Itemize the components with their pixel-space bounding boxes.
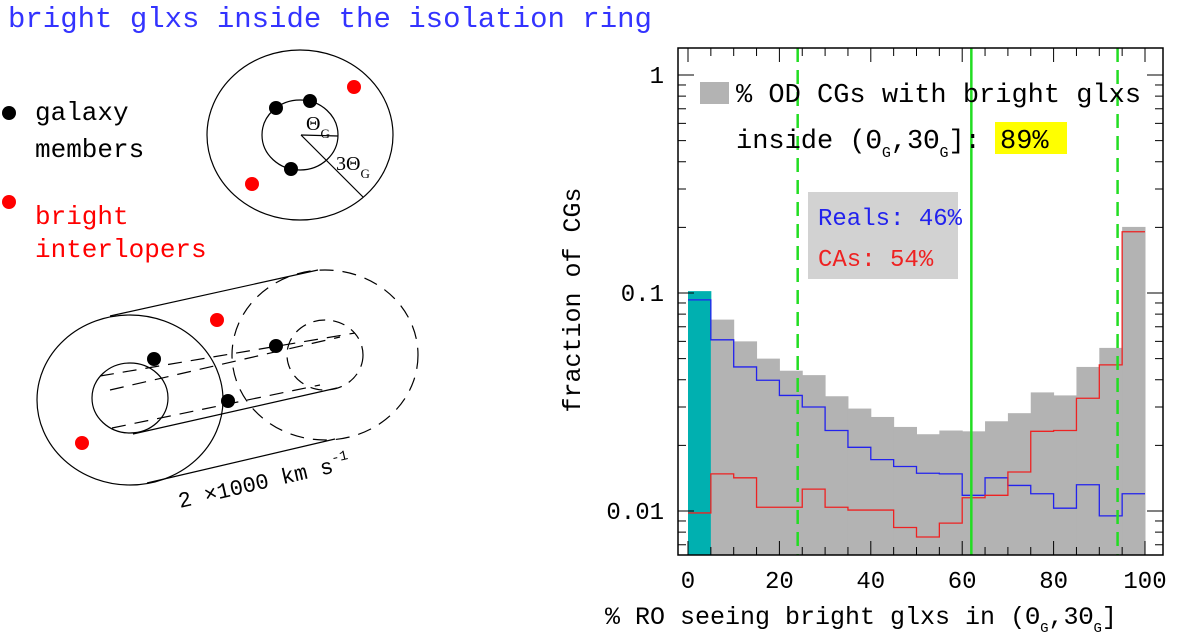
interloper-dot bbox=[347, 80, 361, 94]
inner-cylinder-axis-bottom bbox=[111, 384, 321, 429]
histogram-bar bbox=[733, 341, 758, 555]
back-inner-ring bbox=[286, 319, 364, 391]
histogram-bar bbox=[1122, 226, 1146, 555]
histogram-bar bbox=[1053, 395, 1077, 555]
cas-step-line bbox=[688, 231, 1145, 538]
interloper-dot bbox=[245, 177, 259, 191]
isolation-ring-diagram bbox=[206, 49, 394, 221]
inner-cylinder-axis-top bbox=[109, 336, 341, 391]
three-theta-radius bbox=[300, 134, 364, 198]
histogram-bar bbox=[962, 431, 986, 555]
histogram-bars bbox=[688, 226, 1146, 555]
theta-radius bbox=[300, 134, 339, 137]
x-tick-label: 60 bbox=[948, 569, 977, 596]
histogram-bar bbox=[916, 434, 940, 555]
histogram-bar bbox=[779, 370, 803, 555]
cylinder-diagram bbox=[36, 269, 419, 486]
member-dot bbox=[221, 394, 235, 408]
figure-title: bright glxs inside the isolation ring bbox=[8, 3, 652, 36]
vertical-markers bbox=[796, 48, 1119, 555]
inset-box bbox=[808, 192, 958, 279]
inset-reals: Reals: 46% bbox=[818, 206, 963, 233]
y-tick-label: 0.1 bbox=[621, 282, 664, 309]
y-axis-label: fraction of CGs bbox=[559, 187, 588, 412]
velocity-label: 2 ×1000 km s-1 bbox=[175, 448, 352, 515]
histogram-bar bbox=[756, 358, 780, 555]
histogram-chart: 0 20 40 60 80 100 1 0.1 0.01 % OD CGs with brigh… bbox=[559, 47, 1167, 637]
cylinder-points bbox=[75, 313, 283, 450]
cylinder-top-edge bbox=[109, 269, 319, 317]
diagram-legend: galaxy members bright interlopers bbox=[2, 98, 207, 265]
member-dot bbox=[147, 352, 161, 366]
histogram-bar bbox=[802, 375, 826, 555]
highlight-value: 89% bbox=[1000, 127, 1049, 157]
legend-members-line2: members bbox=[35, 135, 144, 165]
member-dot bbox=[284, 162, 298, 176]
histogram-bar bbox=[710, 319, 735, 555]
histogram-bar bbox=[847, 408, 872, 555]
member-dot-icon bbox=[2, 106, 16, 120]
x-tick-label: 80 bbox=[1039, 569, 1068, 596]
x-axis-label: % RO seeing bright glxs in (ΘG,3ΘG] bbox=[605, 603, 1117, 637]
histogram-bar bbox=[985, 421, 1009, 555]
cylinder-bottom-edge bbox=[146, 438, 336, 484]
member-dot bbox=[269, 339, 283, 353]
highlight-box bbox=[995, 122, 1067, 154]
histogram-bar bbox=[1007, 413, 1032, 555]
histogram-bar bbox=[893, 426, 917, 555]
member-dot bbox=[269, 101, 283, 115]
front-outer-ring bbox=[36, 314, 224, 486]
x-tick-label: 20 bbox=[765, 569, 794, 596]
ring-points bbox=[245, 80, 361, 191]
inner-cylinder-bottom-edge bbox=[132, 387, 338, 435]
interloper-dot bbox=[210, 313, 224, 327]
front-inner-ring bbox=[91, 362, 169, 434]
three-theta-g-label: 3ΘG bbox=[336, 153, 370, 181]
inner-ring bbox=[261, 99, 339, 171]
legend-interlopers-line1: bright bbox=[35, 202, 129, 232]
histogram-bar bbox=[825, 396, 849, 555]
outer-ring bbox=[206, 49, 394, 221]
legend-line2: inside (ΘG,3ΘG]: bbox=[736, 127, 981, 162]
x-tick-label: 40 bbox=[856, 569, 885, 596]
step-lines bbox=[688, 231, 1145, 538]
legend-members-line1: galaxy bbox=[35, 98, 129, 128]
y-tick-label: 0.01 bbox=[606, 500, 664, 527]
theta-g-label: ΘG bbox=[306, 113, 330, 141]
plot-frame bbox=[677, 47, 1164, 556]
tick-labels: 0 20 40 60 80 100 1 0.1 0.01 bbox=[606, 64, 1166, 596]
legend-swatch bbox=[700, 82, 729, 104]
axis-ticks bbox=[678, 48, 1163, 555]
legend-line1: % OD CGs with bright glxs bbox=[736, 81, 1141, 111]
legend-interlopers-line2: interlopers bbox=[35, 235, 207, 265]
inset-cas: CAs: 54% bbox=[818, 247, 934, 274]
histogram-bar-first-bin bbox=[688, 291, 712, 555]
histogram-bar bbox=[870, 416, 895, 555]
histogram-bar bbox=[939, 430, 963, 555]
reals-step-line bbox=[688, 299, 1145, 517]
inner-cylinder-top-edge bbox=[99, 332, 356, 377]
x-tick-label: 0 bbox=[681, 569, 695, 596]
y-tick-label: 1 bbox=[650, 64, 664, 91]
histogram-bar bbox=[1030, 392, 1055, 555]
x-tick-label: 100 bbox=[1123, 569, 1166, 596]
member-dot bbox=[303, 94, 317, 108]
interloper-dot-icon bbox=[2, 195, 16, 209]
histogram-bar bbox=[1099, 347, 1123, 555]
interloper-dot bbox=[75, 436, 89, 450]
histogram-bar bbox=[1076, 366, 1100, 555]
back-outer-ring bbox=[231, 269, 419, 441]
